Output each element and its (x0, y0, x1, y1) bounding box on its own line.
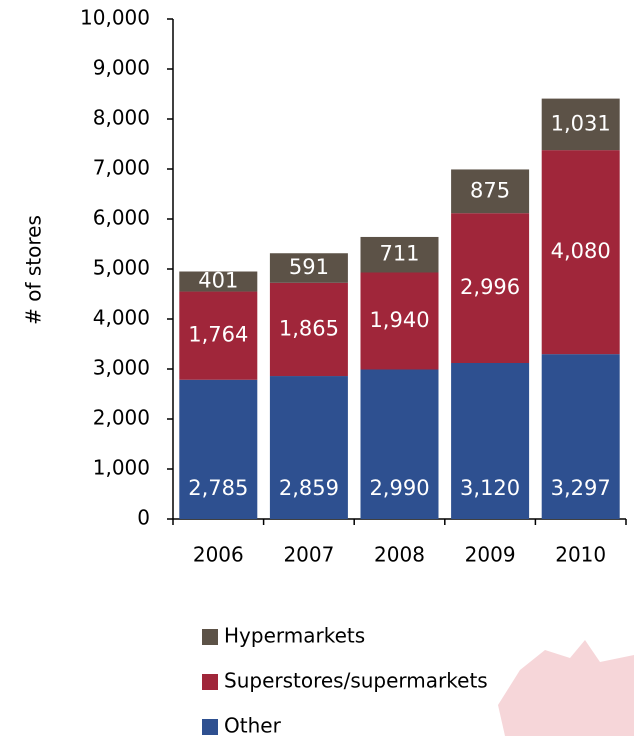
data-label: 3,297 (551, 476, 611, 500)
y-tick-label: 7,000 (93, 156, 150, 180)
legend-label: Superstores/supermarkets (224, 669, 488, 693)
bar-segment (360, 369, 439, 519)
y-tick-label: 0 (137, 506, 150, 530)
y-tick-label: 1,000 (93, 456, 150, 480)
data-label: 3,120 (460, 476, 520, 500)
data-label: 711 (379, 242, 419, 266)
x-tick-label: 2007 (283, 543, 334, 567)
x-tick-label: 2010 (555, 543, 606, 567)
legend-swatch (202, 629, 218, 645)
bar-segment (541, 98, 620, 151)
bar-segment (541, 354, 620, 519)
data-label: 1,031 (551, 111, 611, 135)
watermark-map (498, 640, 634, 736)
legend-swatch (202, 719, 218, 735)
bar-segment (451, 169, 530, 214)
x-tick-label: 2006 (193, 543, 244, 567)
bar-segment (269, 282, 348, 377)
bar-segment (451, 363, 530, 519)
bar-segment (179, 271, 258, 292)
bar-segment (360, 236, 439, 273)
bar-segment (269, 376, 348, 519)
legend-label: Other (224, 714, 282, 736)
y-tick-label: 6,000 (93, 206, 150, 230)
y-tick-label: 5,000 (93, 256, 150, 280)
data-label: 1,865 (279, 316, 339, 340)
data-label: 401 (198, 269, 238, 293)
data-label: 4,080 (551, 239, 611, 263)
data-label: 2,996 (460, 275, 520, 299)
y-tick-label: 2,000 (93, 406, 150, 430)
y-tick-label: 8,000 (93, 106, 150, 130)
x-tick-label: 2008 (374, 543, 425, 567)
bar-segment (179, 379, 258, 519)
bar-segment (541, 150, 620, 355)
data-label: 1,940 (369, 308, 429, 332)
data-label: 2,990 (369, 476, 429, 500)
x-tick-label: 2009 (465, 543, 516, 567)
data-label: 2,859 (279, 476, 339, 500)
bar-segment (451, 213, 530, 363)
bar-segment (360, 272, 439, 370)
y-tick-label: 10,000 (80, 6, 150, 30)
y-tick-label: 3,000 (93, 356, 150, 380)
bar-segment (269, 253, 348, 283)
data-label: 2,785 (188, 476, 248, 500)
data-label: 875 (470, 178, 510, 202)
bar-segment (179, 291, 258, 380)
legend-swatch (202, 674, 218, 690)
y-tick-label: 9,000 (93, 56, 150, 80)
y-axis-label: # of stores (22, 215, 46, 325)
legend-label: Hypermarkets (224, 624, 365, 648)
data-label: 1,764 (188, 323, 248, 347)
data-label: 591 (289, 255, 329, 279)
y-tick-label: 4,000 (93, 306, 150, 330)
